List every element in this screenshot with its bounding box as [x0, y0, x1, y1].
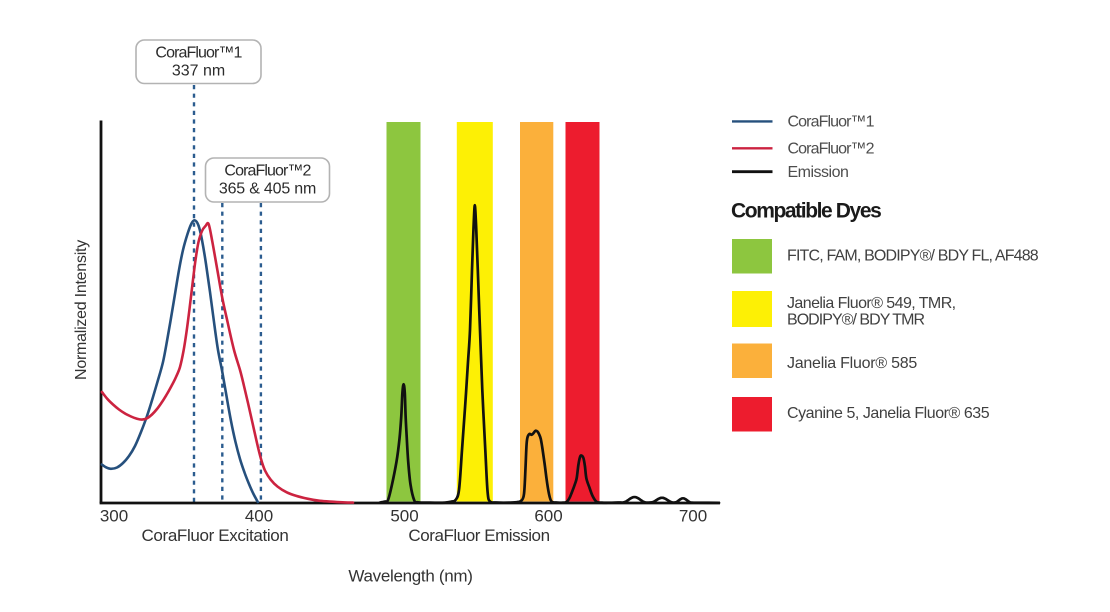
svg-text:Janelia Fluor® 549, TMR,: Janelia Fluor® 549, TMR, — [787, 295, 956, 312]
svg-text:337 nm: 337 nm — [172, 63, 225, 80]
svg-text:FITC, FAM, BODIPY®/ BDY FL, AF: FITC, FAM, BODIPY®/ BDY FL, AF488 — [787, 248, 1039, 265]
svg-text:500: 500 — [390, 507, 418, 526]
svg-text:700: 700 — [679, 507, 707, 526]
svg-text:CoraFluor™1: CoraFluor™1 — [788, 114, 875, 131]
svg-text:400: 400 — [245, 507, 273, 526]
svg-text:Emission: Emission — [788, 164, 849, 181]
svg-text:300: 300 — [100, 507, 128, 526]
svg-text:Janelia Fluor® 585: Janelia Fluor® 585 — [787, 355, 917, 372]
svg-text:CoraFluor Emission: CoraFluor Emission — [408, 526, 549, 545]
svg-text:CoraFluor Excitation: CoraFluor Excitation — [141, 526, 288, 545]
svg-text:BODIPY®/ BDY TMR: BODIPY®/ BDY TMR — [787, 312, 924, 329]
svg-text:Wavelength (nm): Wavelength (nm) — [348, 567, 472, 586]
svg-text:600: 600 — [534, 507, 562, 526]
svg-text:365 & 405 nm: 365 & 405 nm — [219, 181, 316, 198]
svg-text:CoraFluor™1: CoraFluor™1 — [155, 45, 242, 62]
svg-text:Normalized Intensity: Normalized Intensity — [73, 240, 90, 380]
svg-text:Cyanine 5, Janelia Fluor® 635: Cyanine 5, Janelia Fluor® 635 — [787, 405, 990, 422]
svg-text:CoraFluor™2: CoraFluor™2 — [788, 141, 875, 158]
svg-text:CoraFluor™2: CoraFluor™2 — [224, 163, 311, 180]
svg-text:Compatible Dyes: Compatible Dyes — [731, 200, 881, 223]
